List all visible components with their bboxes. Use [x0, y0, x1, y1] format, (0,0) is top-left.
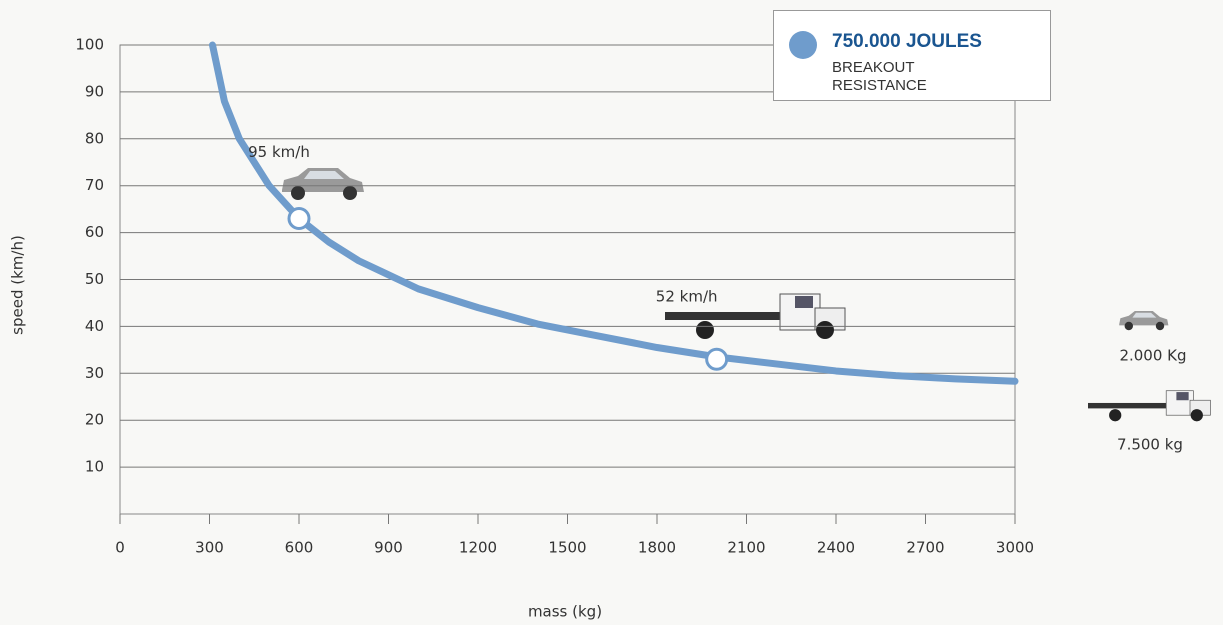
- x-tick-label: 1200: [459, 539, 497, 557]
- car-icon: [1119, 311, 1169, 331]
- y-tick-label: 50: [85, 270, 104, 288]
- y-tick-label: 100: [75, 36, 104, 54]
- x-tick-label: 1500: [548, 539, 586, 557]
- legend-swatch: [789, 31, 817, 59]
- car-icon: [282, 168, 364, 200]
- truck-icon: [1088, 390, 1211, 422]
- x-tick-label: 0: [115, 539, 125, 557]
- x-tick-label: 2100: [727, 539, 765, 557]
- y-tick-label: 70: [85, 176, 104, 194]
- line-series: [208, 41, 1019, 385]
- y-tick-label: 90: [85, 82, 104, 100]
- x-tick-label: 300: [195, 539, 224, 557]
- vehicle-label: 7.500 kg: [1117, 436, 1183, 454]
- point-marker: [705, 347, 729, 371]
- y-tick-label: 20: [85, 411, 104, 429]
- legend-note: BREAKOUT RESISTANCE: [832, 59, 927, 94]
- y-tick-label: 40: [85, 317, 104, 335]
- x-tick-label: 1800: [638, 539, 676, 557]
- y-tick-label: 60: [85, 223, 104, 241]
- y-tick-label: 80: [85, 129, 104, 147]
- y-axis-label: speed (km/h): [9, 235, 27, 335]
- annotation: 52 km/h: [656, 288, 718, 306]
- x-axis-label: mass (kg): [528, 603, 602, 621]
- legend: 750.000 JOULES BREAKOUT RESISTANCE: [773, 10, 1051, 101]
- legend-title: 750.000 JOULES: [832, 31, 982, 52]
- x-tick-label: 900: [374, 539, 403, 557]
- y-tick-label: 10: [85, 458, 104, 476]
- y-tick-label: 30: [85, 364, 104, 382]
- x-tick-label: 3000: [996, 539, 1034, 557]
- x-tick-label: 2700: [906, 539, 944, 557]
- annotation: 95 km/h: [248, 143, 310, 161]
- truck-icon: [665, 293, 846, 339]
- point-marker: [287, 207, 311, 231]
- x-tick-label: 2400: [817, 539, 855, 557]
- vehicle-label: 2.000 Kg: [1119, 347, 1186, 365]
- x-tick-label: 600: [285, 539, 314, 557]
